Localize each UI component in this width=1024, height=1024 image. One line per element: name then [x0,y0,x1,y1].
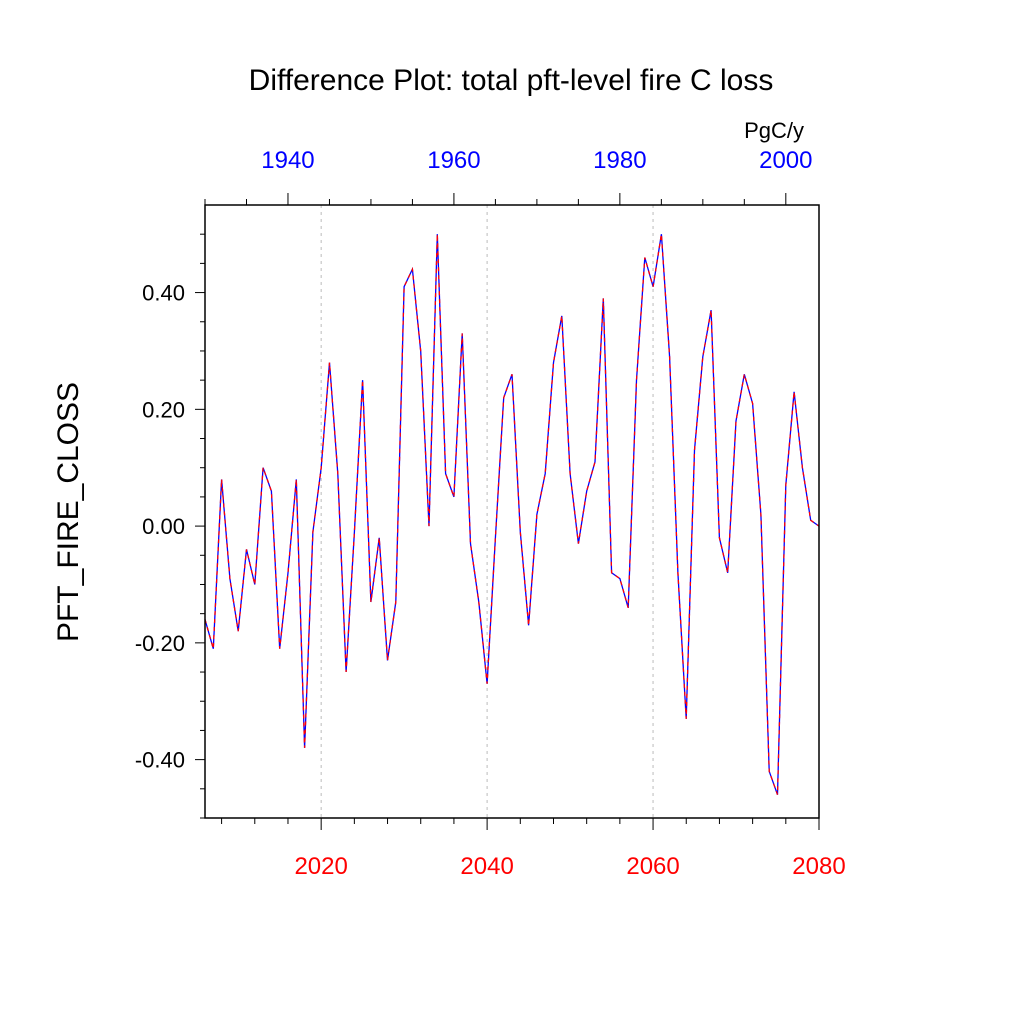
bottom-x-axis-ticks: 2020 2040 2060 2080 [221,818,846,880]
y-tick-label: -0.40 [135,748,185,773]
x-bottom-tick-label: 2060 [626,853,679,880]
plot-frame [204,204,820,819]
chart-title: Difference Plot: total pft-level fire C … [249,64,774,97]
top-x-axis-ticks: 1940 1960 1980 2000 [204,147,813,205]
x-top-tick-label: 1980 [593,147,646,174]
y-tick-label: 0.00 [142,514,185,539]
series-line-blue [204,234,820,795]
y-axis-ticks: -0.40 -0.20 0.00 0.20 0.40 [135,233,205,819]
grid-lines [320,205,654,818]
x-top-tick-label: 1960 [427,147,480,174]
units-label: PgC/y [744,118,804,143]
x-top-tick-label: 2000 [759,147,812,174]
x-top-tick-label: 1940 [261,147,314,174]
y-tick-label: -0.20 [135,631,185,656]
x-bottom-tick-label: 2080 [792,853,845,880]
series-line-red-dashed [204,234,820,795]
data-series [204,234,820,795]
y-tick-label: 0.40 [142,281,185,306]
x-bottom-tick-label: 2040 [460,853,513,880]
y-tick-label: 0.20 [142,397,185,422]
x-bottom-tick-label: 2020 [294,853,347,880]
y-axis-label: PFT_FIRE_CLOSS [52,382,85,642]
